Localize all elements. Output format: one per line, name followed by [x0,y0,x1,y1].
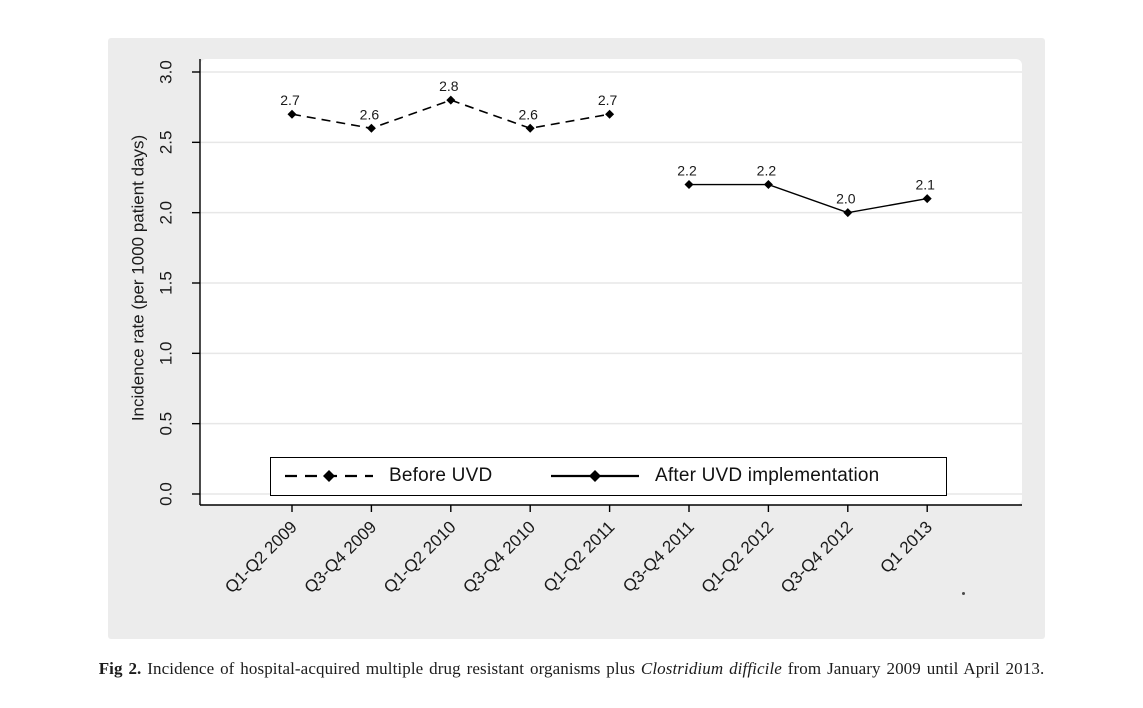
data-point-label: 2.7 [280,92,300,108]
legend-entry-before-uvd: Before UVD [283,458,492,494]
caption-species-name: Clostridium difficile [640,659,782,678]
y-tick-label: 0.0 [157,482,176,506]
figure-2-chart-area: 0.0 0.5 1.0 1.5 2.0 2.5 3.0 Incidence rate (per… [108,38,1045,639]
x-tick-label: Q1-Q2 2012 [698,517,778,597]
data-point-marker [366,123,376,133]
data-point-label: 2.6 [518,106,538,122]
data-point-marker [287,109,297,119]
y-tick-label: 1.5 [157,271,176,295]
x-tick-label: Q1 2013 [876,517,936,577]
data-point-label: 2.2 [677,163,697,179]
stray-dot-artifact [962,592,965,595]
y-tick-label: 2.5 [157,131,176,155]
data-point-marker [843,208,853,218]
data-point-marker [446,95,456,105]
data-point-label: 2.7 [598,92,618,108]
y-axis-title: Incidence rate (per 1000 patient days) [129,135,148,421]
y-tick-label: 3.0 [157,60,176,84]
data-point-label: 2.0 [836,191,856,207]
data-point-marker [684,180,694,190]
y-tick-label: 0.5 [157,412,176,436]
legend-entry-after-uvd: After UVD implementation [549,458,879,494]
legend-label-after-uvd: After UVD implementation [655,465,880,486]
x-tick-label: Q3-Q4 2009 [301,517,381,597]
data-point-marker [525,123,535,133]
legend-diamond-marker [589,470,601,482]
data-point-label: 2.8 [439,78,459,94]
series-line-after-uvd [689,183,928,214]
y-tick-label: 1.0 [157,342,176,366]
plot-background [200,59,1022,505]
caption-text-part2: from January 2009 until April 2013. [781,659,1045,678]
data-point-marker [763,180,773,190]
caption-text-part1: Incidence of hospital-acquired multiple … [141,659,641,678]
x-tick-label: Q1-Q2 2011 [540,517,619,596]
legend-label-before-uvd: Before UVD [389,465,493,486]
chart-svg: 0.0 0.5 1.0 1.5 2.0 2.5 3.0 Incidence rate (per… [129,59,1022,597]
legend-diamond-marker [323,470,335,482]
data-point-label: 2.1 [915,177,935,193]
data-point-label: 2.2 [757,163,777,179]
x-tick-label: Q3-Q4 2012 [777,517,857,597]
data-point-marker [922,194,932,204]
data-point-label: 2.6 [360,106,380,122]
y-tick-label: 2.0 [157,201,176,225]
legend-sample-solid-line [551,470,639,482]
x-tick-label: Q3-Q4 2011 [619,517,698,596]
figure-caption: Fig 2. Incidence of hospital-acquired mu… [42,659,1101,679]
series-line-before-uvd [291,99,610,130]
x-tick-label: Q1-Q2 2010 [380,517,460,597]
legend-sample-dashed-line [285,470,373,482]
data-point-marker [605,109,615,119]
legend: Before UVD After UVD implementation [270,457,947,496]
caption-figure-label: Fig 2. [98,659,142,678]
x-tick-label: Q1-Q2 2009 [221,517,301,597]
x-tick-label: Q3-Q4 2010 [459,517,539,597]
